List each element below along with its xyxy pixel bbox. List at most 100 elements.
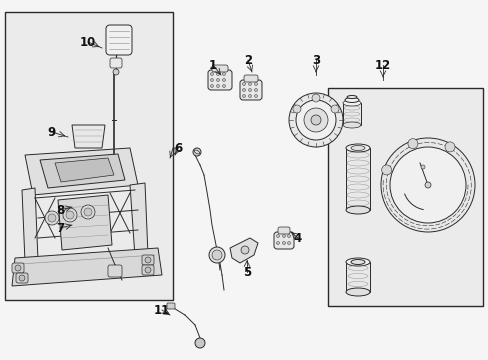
Ellipse shape bbox=[346, 206, 369, 214]
Circle shape bbox=[19, 275, 25, 281]
Circle shape bbox=[210, 85, 213, 87]
Circle shape bbox=[222, 85, 225, 87]
Circle shape bbox=[424, 182, 430, 188]
Ellipse shape bbox=[346, 144, 369, 152]
Circle shape bbox=[295, 100, 335, 140]
Bar bbox=[342, 103, 360, 125]
Text: 7: 7 bbox=[56, 221, 64, 234]
Circle shape bbox=[304, 108, 327, 132]
Text: 10: 10 bbox=[80, 36, 96, 49]
FancyBboxPatch shape bbox=[12, 263, 24, 273]
Circle shape bbox=[216, 78, 219, 81]
Polygon shape bbox=[40, 154, 125, 188]
Circle shape bbox=[248, 89, 251, 91]
Circle shape bbox=[380, 138, 474, 232]
Circle shape bbox=[113, 69, 119, 75]
Text: 5: 5 bbox=[243, 266, 251, 279]
Circle shape bbox=[444, 142, 454, 152]
FancyBboxPatch shape bbox=[278, 227, 289, 234]
Circle shape bbox=[242, 89, 245, 91]
Text: 8: 8 bbox=[56, 203, 64, 216]
Circle shape bbox=[287, 242, 290, 244]
Circle shape bbox=[145, 267, 151, 273]
Circle shape bbox=[145, 257, 151, 263]
Text: 9: 9 bbox=[48, 126, 56, 139]
Bar bbox=[5, 12, 173, 300]
FancyBboxPatch shape bbox=[16, 273, 28, 283]
Circle shape bbox=[254, 95, 257, 98]
Text: 2: 2 bbox=[244, 54, 251, 67]
FancyBboxPatch shape bbox=[207, 70, 231, 90]
Text: 1: 1 bbox=[208, 59, 217, 72]
Bar bbox=[327, 88, 482, 306]
FancyBboxPatch shape bbox=[142, 255, 154, 265]
Polygon shape bbox=[22, 188, 38, 262]
Circle shape bbox=[242, 95, 245, 98]
Ellipse shape bbox=[346, 288, 369, 296]
Circle shape bbox=[210, 72, 213, 76]
Circle shape bbox=[282, 242, 285, 244]
Ellipse shape bbox=[345, 98, 358, 103]
Text: 11: 11 bbox=[154, 303, 170, 316]
Circle shape bbox=[63, 208, 77, 222]
Circle shape bbox=[242, 82, 245, 86]
Circle shape bbox=[310, 115, 320, 125]
Bar bbox=[346, 262, 369, 292]
Polygon shape bbox=[55, 158, 114, 182]
Circle shape bbox=[248, 82, 251, 86]
Circle shape bbox=[48, 214, 56, 222]
Ellipse shape bbox=[346, 95, 356, 99]
Ellipse shape bbox=[350, 260, 364, 265]
Circle shape bbox=[81, 205, 95, 219]
FancyBboxPatch shape bbox=[240, 80, 262, 100]
Circle shape bbox=[330, 105, 338, 113]
Polygon shape bbox=[12, 248, 162, 286]
Circle shape bbox=[248, 95, 251, 98]
Text: 6: 6 bbox=[174, 141, 182, 154]
FancyBboxPatch shape bbox=[142, 265, 154, 275]
Polygon shape bbox=[58, 195, 112, 250]
Circle shape bbox=[407, 139, 417, 149]
FancyBboxPatch shape bbox=[110, 58, 122, 68]
Ellipse shape bbox=[342, 100, 360, 106]
Circle shape bbox=[254, 89, 257, 91]
Circle shape bbox=[66, 211, 74, 219]
Circle shape bbox=[84, 208, 92, 216]
Circle shape bbox=[212, 250, 222, 260]
Circle shape bbox=[420, 165, 424, 169]
FancyBboxPatch shape bbox=[108, 265, 122, 277]
Circle shape bbox=[276, 242, 279, 244]
Circle shape bbox=[288, 93, 342, 147]
Bar bbox=[346, 148, 369, 210]
Circle shape bbox=[45, 211, 59, 225]
Ellipse shape bbox=[350, 145, 364, 150]
Circle shape bbox=[216, 85, 219, 87]
FancyBboxPatch shape bbox=[273, 232, 293, 249]
Text: 12: 12 bbox=[374, 59, 390, 72]
Ellipse shape bbox=[194, 150, 199, 154]
Circle shape bbox=[287, 234, 290, 238]
Circle shape bbox=[210, 78, 213, 81]
FancyBboxPatch shape bbox=[106, 25, 132, 55]
Polygon shape bbox=[130, 183, 148, 257]
FancyBboxPatch shape bbox=[212, 65, 227, 72]
Circle shape bbox=[276, 234, 279, 238]
FancyBboxPatch shape bbox=[244, 75, 258, 82]
Polygon shape bbox=[25, 148, 138, 195]
Circle shape bbox=[208, 247, 224, 263]
Text: 3: 3 bbox=[311, 54, 320, 67]
Polygon shape bbox=[72, 125, 105, 148]
Circle shape bbox=[311, 94, 319, 102]
Circle shape bbox=[389, 147, 465, 223]
Circle shape bbox=[216, 72, 219, 76]
Circle shape bbox=[282, 234, 285, 238]
Circle shape bbox=[222, 72, 225, 76]
Circle shape bbox=[15, 265, 21, 271]
Circle shape bbox=[193, 148, 201, 156]
Text: 4: 4 bbox=[293, 231, 302, 244]
Circle shape bbox=[195, 338, 204, 348]
Circle shape bbox=[254, 82, 257, 86]
FancyBboxPatch shape bbox=[167, 303, 175, 309]
Circle shape bbox=[381, 165, 391, 175]
Circle shape bbox=[292, 105, 300, 113]
